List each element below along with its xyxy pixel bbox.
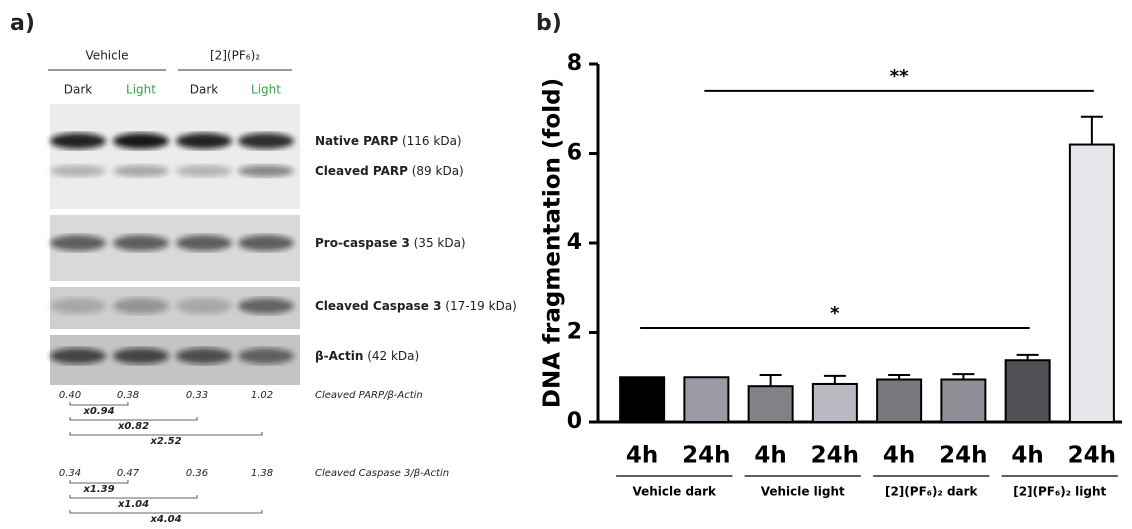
blot-images	[50, 104, 300, 385]
band-label: Cleaved Caspase 3 (17-19 kDa)	[315, 299, 517, 313]
ratio-value: 0.36	[186, 468, 208, 479]
y-tick-label: 0	[567, 409, 582, 434]
panel-label: b)	[536, 11, 562, 36]
band-name: Native PARP	[315, 134, 398, 148]
x-tick-label: 24h	[939, 443, 987, 469]
y-tick-label: 6	[567, 141, 582, 166]
blot-band	[113, 165, 169, 177]
fold-bracket	[69, 417, 198, 421]
bar	[747, 385, 794, 424]
bar	[1068, 143, 1115, 424]
error-bar	[1080, 115, 1103, 145]
band-name: Cleaved Caspase 3	[315, 299, 441, 313]
group-label: [2](PF₆)₂ dark	[885, 485, 979, 499]
band-label: β-Actin (42 kDa)	[315, 349, 419, 363]
fold-bracket	[69, 432, 263, 436]
x-tick-label: 4h	[754, 443, 786, 469]
blot-band	[176, 348, 232, 364]
band-label: Pro-caspase 3 (35 kDa)	[315, 236, 466, 250]
fold-bracket	[69, 402, 129, 406]
blot	[50, 104, 300, 209]
blot-band	[50, 298, 106, 314]
band-size: (89 kDa)	[412, 164, 464, 178]
blot-band	[50, 165, 106, 177]
x-tick-label: 24h	[682, 443, 730, 469]
x-tick-label: 4h	[1011, 443, 1043, 469]
ratio-label: Cleaved PARP/β-Actin	[315, 390, 423, 401]
error-bar	[759, 374, 782, 387]
fold-bracket	[69, 480, 129, 484]
fold-label: x0.94	[82, 406, 114, 417]
ratio-label: Cleaved Caspase 3/β-Actin	[315, 468, 449, 479]
band-name: Pro-caspase 3	[315, 236, 410, 250]
group-label: Vehicle light	[761, 485, 845, 499]
lane-label: Dark	[190, 83, 219, 97]
y-axis-label: DNA fragmentation (fold)	[540, 78, 566, 408]
blot-band	[113, 348, 169, 364]
y-tick-label: 8	[567, 51, 582, 76]
blot-band	[50, 133, 106, 149]
blot-band	[50, 348, 106, 364]
bar	[683, 376, 730, 423]
ratio-value: 0.47	[117, 468, 140, 479]
blot-band	[238, 165, 294, 177]
ratio-value: 0.33	[186, 390, 208, 401]
x-tick-label: 24h	[811, 443, 859, 469]
bar	[619, 376, 666, 423]
bar	[1004, 359, 1051, 423]
blot-band	[176, 133, 232, 149]
band-size: (116 kDa)	[402, 134, 462, 148]
fold-label: x1.04	[117, 499, 149, 510]
bar	[940, 378, 987, 423]
x-tick-label: 4h	[626, 443, 658, 469]
blot-band	[238, 133, 294, 149]
blot-band	[50, 235, 106, 251]
blot-band	[113, 235, 169, 251]
ratio-value: 1.38	[251, 468, 273, 479]
error-bar	[823, 374, 846, 384]
group-label: [2](PF₆)₂ light	[1013, 485, 1106, 499]
panel-label: a)	[10, 11, 35, 36]
ratio-value: 0.40	[59, 390, 81, 401]
group-label: Vehicle	[86, 49, 129, 63]
band-size: (17-19 kDa)	[445, 299, 517, 313]
y-tick-label: 2	[567, 320, 582, 345]
band-size: (42 kDa)	[367, 349, 419, 363]
band-size: (35 kDa)	[414, 236, 466, 250]
lane-label: Light	[126, 83, 156, 97]
lane-label: Dark	[64, 83, 93, 97]
blot-band	[176, 235, 232, 251]
blot-band	[113, 133, 169, 149]
band-name: β-Actin	[315, 349, 363, 363]
blot-band	[238, 348, 294, 364]
fold-bracket	[69, 510, 263, 514]
significance-label: *	[830, 303, 840, 324]
band-label: Native PARP (116 kDa)	[315, 134, 462, 148]
fold-label: x4.04	[149, 514, 181, 525]
blot-band	[176, 165, 232, 177]
x-tick-label: 4h	[883, 443, 915, 469]
lane-label: Light	[251, 83, 281, 97]
ratio-value: 0.38	[117, 390, 139, 401]
band-label: Cleaved PARP (89 kDa)	[315, 164, 464, 178]
blot-band	[238, 235, 294, 251]
ratio-value: 1.02	[251, 390, 273, 401]
group-label: Vehicle dark	[632, 485, 717, 499]
blot-band	[238, 298, 294, 314]
bar	[876, 378, 923, 423]
bar	[811, 382, 858, 423]
ratio-value: 0.34	[59, 468, 81, 479]
fold-bracket	[69, 495, 198, 499]
group-label: [2](PF₆)₂	[210, 49, 260, 63]
fold-label: x2.52	[149, 436, 181, 447]
blot-band	[113, 298, 169, 314]
blot-band	[176, 298, 232, 314]
significance-label: **	[890, 66, 909, 87]
fold-label: x1.39	[82, 484, 114, 495]
y-tick-label: 4	[567, 230, 582, 255]
fold-label: x0.82	[117, 421, 149, 432]
x-tick-label: 24h	[1068, 443, 1116, 469]
band-name: Cleaved PARP	[315, 164, 408, 178]
